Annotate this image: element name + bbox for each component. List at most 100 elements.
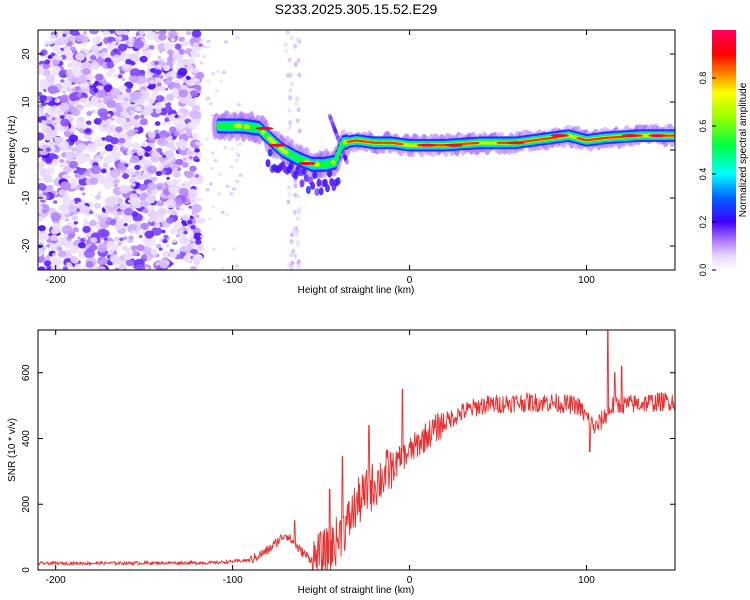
spectrogram-noise-blob [155, 243, 162, 249]
spectrogram-noise-blob [154, 30, 160, 33]
spectrogram-noise-blob [292, 228, 297, 234]
spectrogram-noise-blob [217, 172, 222, 177]
spectrogram-noise-blob [46, 96, 53, 102]
spectrogram-noise-blob [76, 32, 81, 36]
snr-ytick-label: 200 [21, 495, 32, 512]
snr-frame [37, 329, 676, 571]
spectrogram-noise-blob [165, 199, 176, 209]
spectrogram-noise-blob [86, 143, 98, 153]
spectrogram-noise-blob [52, 252, 57, 257]
spectrogram-noise-blob [223, 40, 228, 44]
spectrogram-noise-blob [181, 183, 186, 187]
spectrogram-noise-blob [84, 212, 90, 217]
spectrogram-noise-blob [200, 38, 205, 43]
spectrogram-noise-blob [174, 43, 182, 50]
spectrogram-noise-blob [174, 120, 186, 130]
spectrogram-noise-blob [63, 79, 72, 86]
spectrogram-noise-blob [178, 112, 184, 117]
spectrogram-noise-blob [296, 263, 301, 269]
spectrogram-noise-blob [68, 134, 79, 143]
spectrogram-noise-blob [146, 165, 157, 174]
spectrogram-noise-blob [83, 134, 90, 140]
spectrogram-noise-blob [186, 158, 193, 164]
spectrogram-noise-blob [129, 36, 135, 42]
spectrogram-noise-blob [146, 182, 157, 191]
spectrogram-noise-blob [117, 241, 122, 245]
spectrogram-noise-blob [59, 159, 65, 163]
spectrogram-noise-blob [178, 89, 189, 98]
spectrogram-noise-blob [43, 209, 48, 214]
spectrogram-noise-blob [115, 126, 123, 133]
spectrogram-noise-blob [84, 128, 91, 134]
spectrogram-noise-blob [168, 135, 173, 139]
spectrogram-noise-blob [186, 78, 195, 87]
spectrogram-noise-blob [288, 72, 293, 78]
spectrogram-noise-blob [295, 118, 300, 124]
spectrogram-noise-blob [94, 80, 99, 84]
spectrogram-noise-blob [292, 209, 297, 215]
spectrogram-noise-blob [81, 125, 88, 130]
spectrogram-noise-blob [230, 147, 235, 151]
spectrogram-noise-blob [202, 54, 207, 59]
spectrogram-ytick-label: 10 [21, 96, 32, 108]
spectrogram-tail [297, 168, 303, 177]
spectrogram-tail [288, 161, 294, 170]
spectrogram-noise-blob [38, 182, 47, 192]
spectrogram-ridge-mark [288, 150, 293, 159]
spectrogram-noise-blob [210, 151, 215, 155]
spectrogram-noise-blob [98, 266, 106, 270]
spectrogram-noise-blob [85, 261, 94, 268]
snr-xtick-label: -100 [223, 575, 243, 586]
spectrogram-ridge-mark [336, 147, 342, 156]
spectrogram-noise-blob [122, 173, 130, 180]
spectrogram-noise-blob [126, 150, 133, 156]
spectrogram-noise-blob [63, 46, 73, 54]
spectrogram-noise-blob [159, 152, 164, 156]
spectrogram-peak [255, 126, 274, 130]
spectrogram-tail [267, 148, 273, 157]
figure-title: S233.2025.305.15.52.E29 [275, 1, 438, 17]
spectrogram-noise-blob [174, 230, 179, 233]
spectrogram-noise-blob [89, 219, 97, 227]
spectrogram-noise-blob [188, 155, 194, 160]
spectrogram-noise-blob [86, 73, 95, 81]
spectrogram-noise-blob [74, 173, 81, 179]
spectrogram-noise-blob [289, 252, 294, 258]
spectrogram-noise-blob [162, 64, 171, 72]
spectrogram-noise-blob [89, 177, 99, 185]
spectrogram-noise-blob [122, 239, 128, 243]
spectrogram-noise-blob [223, 146, 228, 150]
spectrogram-noise-blob [190, 110, 202, 120]
spectrogram-noise-blob [206, 45, 211, 49]
spectrogram-noise-blob [217, 192, 222, 196]
spectrogram-noise-blob [80, 63, 87, 69]
spectrogram-noise-blob [151, 226, 163, 236]
spectrogram-noise-blob [144, 30, 150, 33]
spectrogram-ridge-mark [638, 134, 644, 137]
spectrogram-noise-blob [97, 108, 109, 118]
spectrogram-noise-blob [59, 115, 65, 120]
spectrogram-noise-blob [171, 87, 179, 94]
spectrogram-noise-blob [125, 258, 135, 267]
spectrogram-noise-blob [138, 234, 143, 239]
spectrogram-noise-blob [77, 75, 88, 84]
spectrogram-noise-blob [185, 75, 191, 80]
spectrogram-noise-blob [164, 117, 171, 123]
spectrogram-noise-blob [77, 236, 81, 240]
spectrogram-noise-blob [138, 30, 146, 35]
colorbar-tick-label: 0.2 [698, 216, 708, 229]
spectrogram-noise-blob [296, 259, 301, 265]
spectrogram-noise-blob [147, 217, 154, 223]
spectrogram-noise-blob [144, 107, 150, 113]
spectrogram-noise-blob [123, 97, 129, 102]
spectrogram-ylabel: Frequency (Hz) [7, 116, 18, 185]
spectrogram-noise-blob [176, 179, 182, 183]
spectrogram-noise-blob [105, 70, 114, 77]
spectrogram-noise-blob [50, 52, 56, 57]
spectrogram-tail [299, 179, 305, 188]
spectrogram-noise-blob [155, 262, 160, 266]
spectrogram-noise-blob [104, 144, 114, 152]
spectrogram-noise-blob [220, 266, 225, 270]
spectrogram-noise-blob [77, 89, 84, 94]
